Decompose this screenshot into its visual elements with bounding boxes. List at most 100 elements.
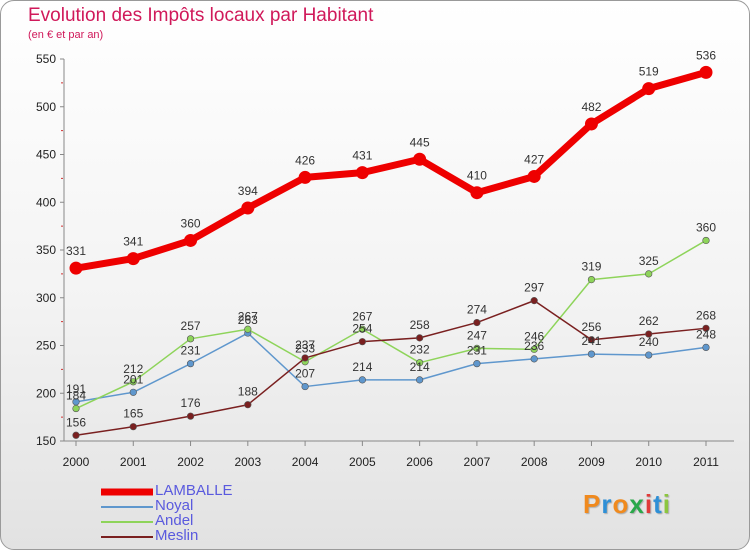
data-label-lamballe: 410 [467,169,487,183]
data-point-meslin [129,423,137,431]
data-point-noyal [473,360,481,368]
data-point-meslin [473,318,481,327]
y-tick-label: 300 [36,291,56,305]
y-tick-label: 450 [36,148,56,162]
chart-title: Evolution des Impôts locaux par Habitant [28,5,374,26]
logo-letter: r [601,489,613,519]
data-label-lamballe: 445 [410,135,430,149]
data-label-noyal: 214 [410,360,430,374]
data-label-lamballe: 341 [123,235,143,249]
legend-swatch [101,535,153,538]
series-line-noyal [75,332,707,403]
data-label-lamballe: 519 [639,65,659,79]
data-point-andel [244,325,252,333]
data-point-noyal [530,355,538,363]
data-label-andel: 257 [181,319,201,333]
data-label-andel: 184 [66,389,86,403]
data-point-andel [358,325,366,333]
x-tick-label: 2003 [234,455,261,469]
x-tick-label: 2004 [292,455,319,469]
legend-swatch [101,505,153,508]
legend-label: LAMBALLE [155,482,233,499]
data-point-lamballe [699,65,713,79]
data-point-andel [72,404,80,413]
data-label-andel: 325 [639,254,659,268]
data-point-lamballe [184,233,198,247]
x-tick-label: 2010 [635,455,662,469]
data-label-lamballe: 394 [238,184,258,198]
x-tick-label: 2005 [349,455,376,469]
data-label-noyal: 207 [295,367,315,381]
proxiti-logo: Proxiti [583,489,671,520]
data-label-meslin: 268 [696,308,716,322]
data-label-meslin: 176 [181,396,201,410]
data-label-noyal: 236 [524,339,544,353]
legend-item-meslin: Meslin [101,527,281,544]
data-point-lamballe [584,117,598,131]
data-point-meslin [530,297,538,305]
data-label-meslin: 274 [467,303,487,317]
y-tick-label: 550 [36,52,56,66]
legend-label: Noyal [155,497,194,514]
data-point-lamballe [126,252,140,266]
logo-letter: P [583,489,602,519]
data-point-andel [587,276,596,284]
data-point-andel [129,378,137,386]
data-point-meslin [301,354,309,362]
chart-legend: LAMBALLE Noyal Andel Meslin [101,482,281,544]
data-label-noyal: 231 [467,344,487,358]
data-label-noyal: 231 [181,344,201,358]
logo-letter: o [612,489,630,519]
data-label-lamballe: 482 [581,100,601,114]
data-point-meslin [587,336,596,344]
data-label-andel: 232 [410,343,430,357]
legend-item-noyal: Noyal [101,497,281,514]
data-label-andel: 212 [123,362,143,376]
data-point-noyal [358,376,366,384]
legend-item-lamballe: LAMBALLE [101,482,281,499]
legend-swatch [101,488,153,495]
data-label-andel: 246 [524,329,544,343]
x-tick-label: 2009 [578,455,605,469]
legend-label: Andel [155,512,194,529]
series-line-andel [75,239,707,410]
legend-swatch [101,520,153,523]
data-label-andel: 267 [352,309,372,323]
data-label-meslin: 165 [123,407,143,421]
data-label-meslin: 297 [524,281,544,295]
data-point-noyal [416,376,424,384]
data-point-noyal [129,388,137,396]
data-label-lamballe: 426 [295,153,315,167]
data-point-noyal [645,351,653,359]
x-tick-label: 2008 [521,455,548,469]
data-label-meslin: 237 [295,338,315,352]
data-label-lamballe: 331 [66,244,86,258]
data-point-andel [702,236,710,245]
data-point-noyal [702,343,710,352]
data-label-andel: 233 [295,342,315,356]
data-point-lamballe [642,82,656,96]
data-label-lamballe: 427 [524,152,544,166]
data-label-noyal: 263 [238,313,258,327]
data-point-meslin [702,324,710,332]
x-tick-label: 2002 [177,455,204,469]
y-tick-label: 350 [36,243,56,257]
y-tick-label: 150 [36,434,56,448]
data-point-lamballe [298,170,312,184]
data-point-meslin [645,330,653,338]
y-tick-label: 250 [36,339,56,353]
data-label-lamballe: 360 [181,216,201,230]
data-point-lamballe [69,261,83,275]
data-point-meslin [416,334,424,342]
legend-label: Meslin [155,527,199,544]
data-point-meslin [244,401,252,409]
y-tick-label: 200 [36,386,56,400]
data-label-noyal: 248 [696,327,716,341]
y-tick-label: 400 [36,195,56,209]
chart-subtitle: (en € et par an) [28,29,104,41]
series-line-meslin [75,299,707,437]
data-label-noyal: 240 [639,335,659,349]
data-point-lamballe [241,201,255,215]
data-label-andel: 360 [696,220,716,234]
